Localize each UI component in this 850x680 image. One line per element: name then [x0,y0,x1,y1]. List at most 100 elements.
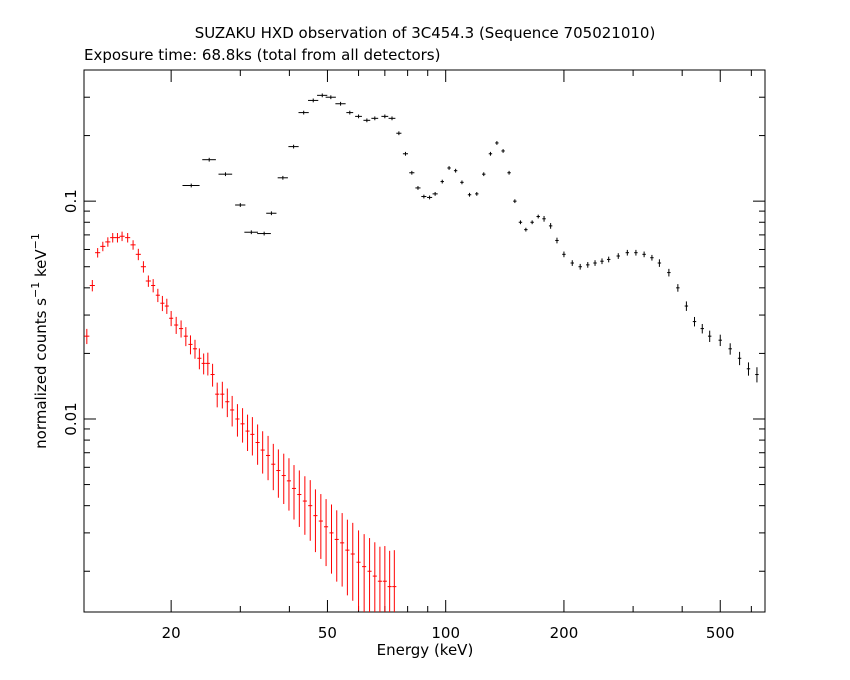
data-point [707,330,712,343]
data-point [135,248,141,261]
data-point [382,546,387,612]
data-point [377,546,382,612]
data-point [728,343,732,355]
data-point [182,183,200,188]
data-point [356,530,361,611]
data-point [188,335,193,355]
data-point [746,362,751,376]
data-point [210,363,215,387]
data-point [475,191,479,196]
data-point [240,408,245,443]
data-point [325,95,336,100]
data-point [625,249,630,256]
data-point [140,261,146,273]
chart-subtitle: Exposure time: 68.8ks (total from all de… [84,46,440,64]
data-point [513,199,517,204]
series-layer [84,93,759,612]
data-point [518,220,523,225]
data-point [84,328,90,345]
data-point [346,110,354,115]
data-point [501,149,505,153]
data-point [345,519,350,596]
data-point [179,320,184,338]
data-point [578,263,582,270]
data-point [271,443,276,491]
x-tick-label: 200 [550,624,579,642]
data-point [192,339,198,359]
data-point [169,310,174,327]
data-point [524,227,528,232]
data-point [467,192,472,197]
x-tick-label: 100 [431,624,460,642]
series-1 [182,93,759,383]
data-point [650,254,654,261]
data-point [593,260,597,266]
data-point [555,237,559,244]
y-axis-label-unit: keV [32,249,50,282]
x-tick-label: 50 [318,624,337,642]
data-point [447,166,451,170]
data-point [105,237,111,247]
data-point [281,453,286,505]
data-point [288,144,299,149]
data-point [95,248,101,258]
data-point [440,179,444,184]
data-point [89,279,95,292]
data-point [220,381,225,409]
y-axis-label-text: normalized counts s [32,298,50,449]
data-point [606,256,611,263]
data-point [586,262,590,268]
data-point [363,118,371,123]
data-point [164,298,169,314]
data-point [151,279,156,293]
data-point [202,157,216,162]
data-point [350,522,355,601]
data-point [367,538,372,612]
data-point [542,215,546,222]
data-point [218,172,233,177]
data-point [110,233,116,243]
data-point [600,258,604,265]
data-point [334,510,339,582]
data-point [548,223,553,229]
data-point [507,170,511,175]
chart-title: SUZAKU HXD observation of 3C454.3 (Seque… [195,24,656,42]
data-point [324,499,329,567]
data-point [402,151,409,156]
data-point [276,449,281,498]
data-point [100,241,106,252]
data-point [318,494,323,559]
data-point [488,151,493,156]
x-tick-label: 500 [706,624,735,642]
data-point [308,98,319,103]
data-point [225,388,230,418]
x-tick-label: 20 [162,624,181,642]
series-2 [84,231,397,612]
data-point [381,114,389,119]
y-axis-label-sup1: −1 [29,282,42,298]
data-point [245,414,250,452]
plot-frame [83,69,766,613]
y-axis-label-sup2: −1 [29,233,42,249]
data-point [266,435,271,481]
data-point [415,186,421,190]
data-point [335,101,346,106]
data-point [313,489,318,553]
data-point [409,170,415,175]
data-point [460,180,464,185]
data-point [297,470,302,527]
data-point [160,295,165,312]
data-point [329,504,334,574]
data-point [114,233,120,243]
data-point [130,240,136,250]
data-point [255,424,260,465]
data-point [371,116,379,121]
y-axis: 0.01 0.1 [62,69,765,572]
data-point [642,251,646,258]
data-point [530,220,534,225]
data-point [676,284,680,292]
data-point [197,348,202,370]
data-point [570,260,574,266]
data-point [257,231,271,236]
